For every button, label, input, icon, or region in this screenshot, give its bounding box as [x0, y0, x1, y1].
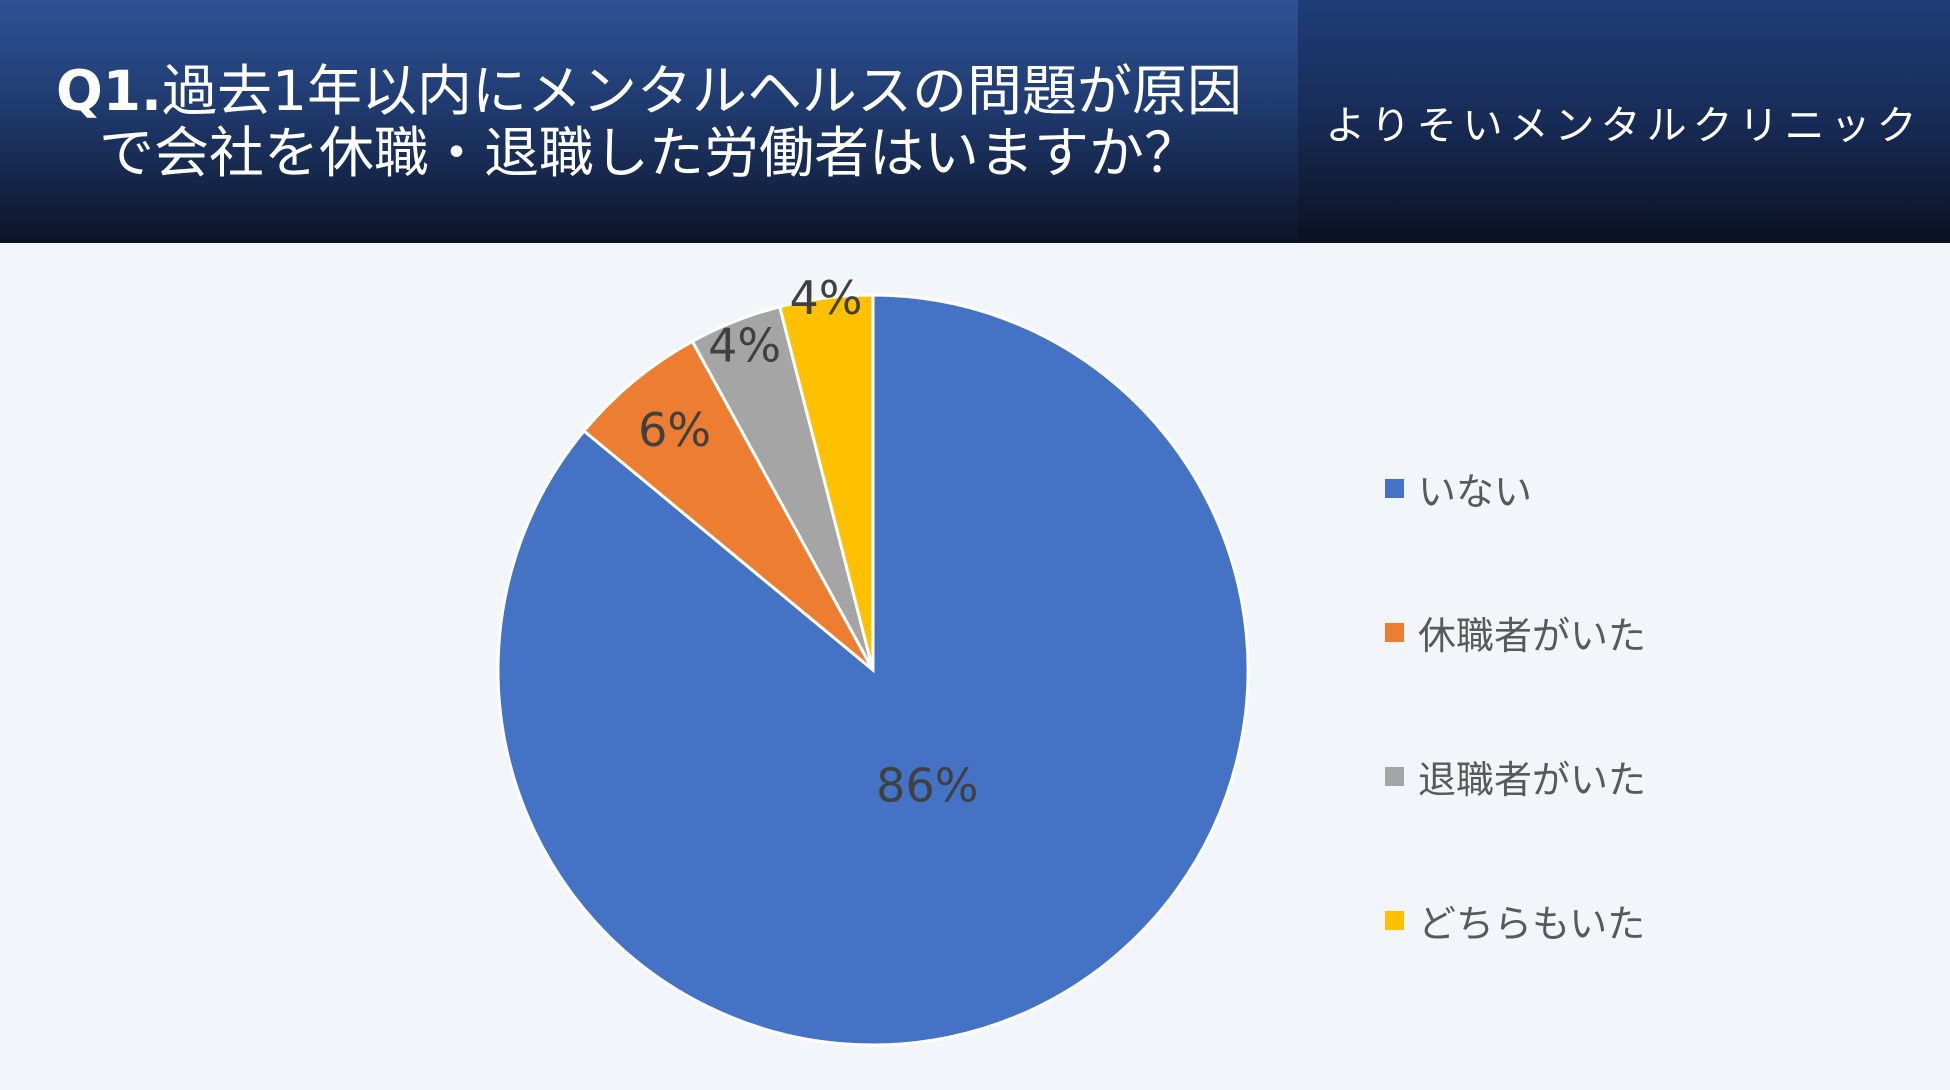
pie-slice [777, 293, 875, 671]
legend-swatch [1385, 766, 1404, 786]
question-text-line-1: 過去1年以内にメンタルヘルスの問題が原因 [161, 58, 1242, 123]
pie-slice [581, 339, 875, 672]
pie-data-labels: 86% 6% 4%4% [638, 271, 978, 812]
question-number: Q1. [56, 58, 162, 123]
legend-label: どちらもいた [1418, 901, 1646, 946]
chart-area: 86% 6% 4% 4% いない休職者がいた 退職者がいた どちらもいた [0, 243, 1950, 1090]
pie-data-label: 6% [638, 403, 711, 457]
pie-data-label: 4% [708, 319, 781, 373]
question-panel: Q1.過去1年以内にメンタルヘルスの問題が原因 で会社を休職・退職した労働者はい… [0, 0, 1298, 243]
legend-item: 退職者がいた [1385, 751, 1785, 802]
question-text-line-2: で会社を休職・退職した労働者はいますか？ [98, 120, 1199, 185]
legend-label: 休職者がいた [1418, 613, 1647, 658]
pie-data-label: 86% [876, 758, 978, 812]
question-title: Q1.過去1年以内にメンタルヘルスの問題が原因 で会社を休職・退職した労働者はい… [56, 60, 1242, 184]
header-banner: Q1.過去1年以内にメンタルヘルスの問題が原因 で会社を休職・退職した労働者はい… [0, 0, 1950, 243]
legend-item: 休職者がいた [1385, 607, 1785, 658]
legend-label: いない [1418, 469, 1533, 514]
pie-data-label: 4% [790, 271, 863, 325]
pie-slices [496, 293, 1250, 1047]
question-line-1: Q1.過去1年以内にメンタルヘルスの問題が原因 [56, 60, 1242, 122]
legend-swatch [1385, 478, 1404, 498]
legend-item: いない [1385, 463, 1785, 514]
legend-item: どちらもいた [1385, 895, 1785, 946]
clinic-panel: よりそいメンタルクリニック [1298, 0, 1950, 243]
legend-label: 退職者がいた [1418, 757, 1647, 802]
clinic-name: よりそいメンタルクリニック [1325, 102, 1923, 149]
pie-chart: 86% 6% 4%4% [496, 271, 1250, 1047]
legend-swatch [1385, 622, 1404, 642]
legend-swatch [1385, 910, 1404, 930]
